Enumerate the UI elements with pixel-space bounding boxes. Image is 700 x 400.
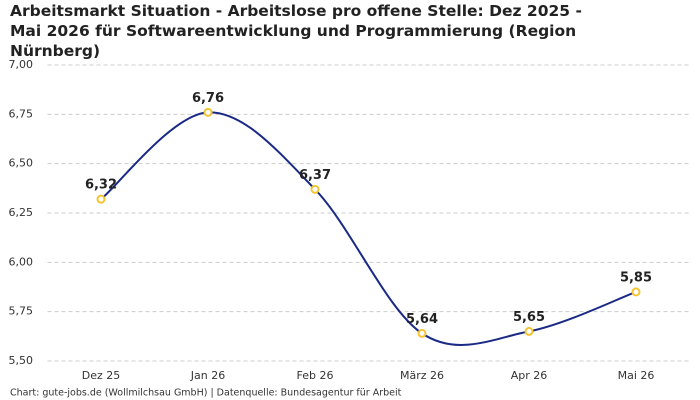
marker [417,328,427,338]
y-tick-label: 6,25 [9,206,34,219]
marker [203,107,213,117]
value-label: 6,32 [85,178,117,193]
marker [631,287,641,297]
y-tick-label: 6,00 [9,255,34,268]
x-tick-label: Mai 26 [618,369,655,382]
chart-title: Arbeitsmarkt Situation - Arbeitslose pro… [10,2,582,60]
x-tick-label: Dez 25 [82,369,121,382]
marker [524,326,534,336]
marker [310,184,320,194]
y-tick-label: 5,50 [9,354,34,367]
value-label: 6,76 [192,91,224,106]
y-tick-label: 7,00 [9,58,34,71]
source: Chart: gute-jobs.de (Wollmilchsau GmbH) … [10,388,402,399]
x-tick-label: Jan 26 [190,369,225,382]
y-tick-label: 6,75 [9,107,34,120]
line [100,111,637,346]
x-tick-label: März 26 [400,369,444,382]
x-tick-label: Feb 26 [297,369,334,382]
value-label: 5,65 [513,310,545,325]
value-label: 6,37 [299,168,331,183]
y-tick-label: 6,50 [9,157,34,170]
x-tick-label: Apr 26 [511,369,548,382]
value-label: 5,64 [406,312,438,327]
marker [96,194,106,204]
value-label: 5,85 [620,270,652,285]
y-tick-label: 5,75 [9,305,34,318]
